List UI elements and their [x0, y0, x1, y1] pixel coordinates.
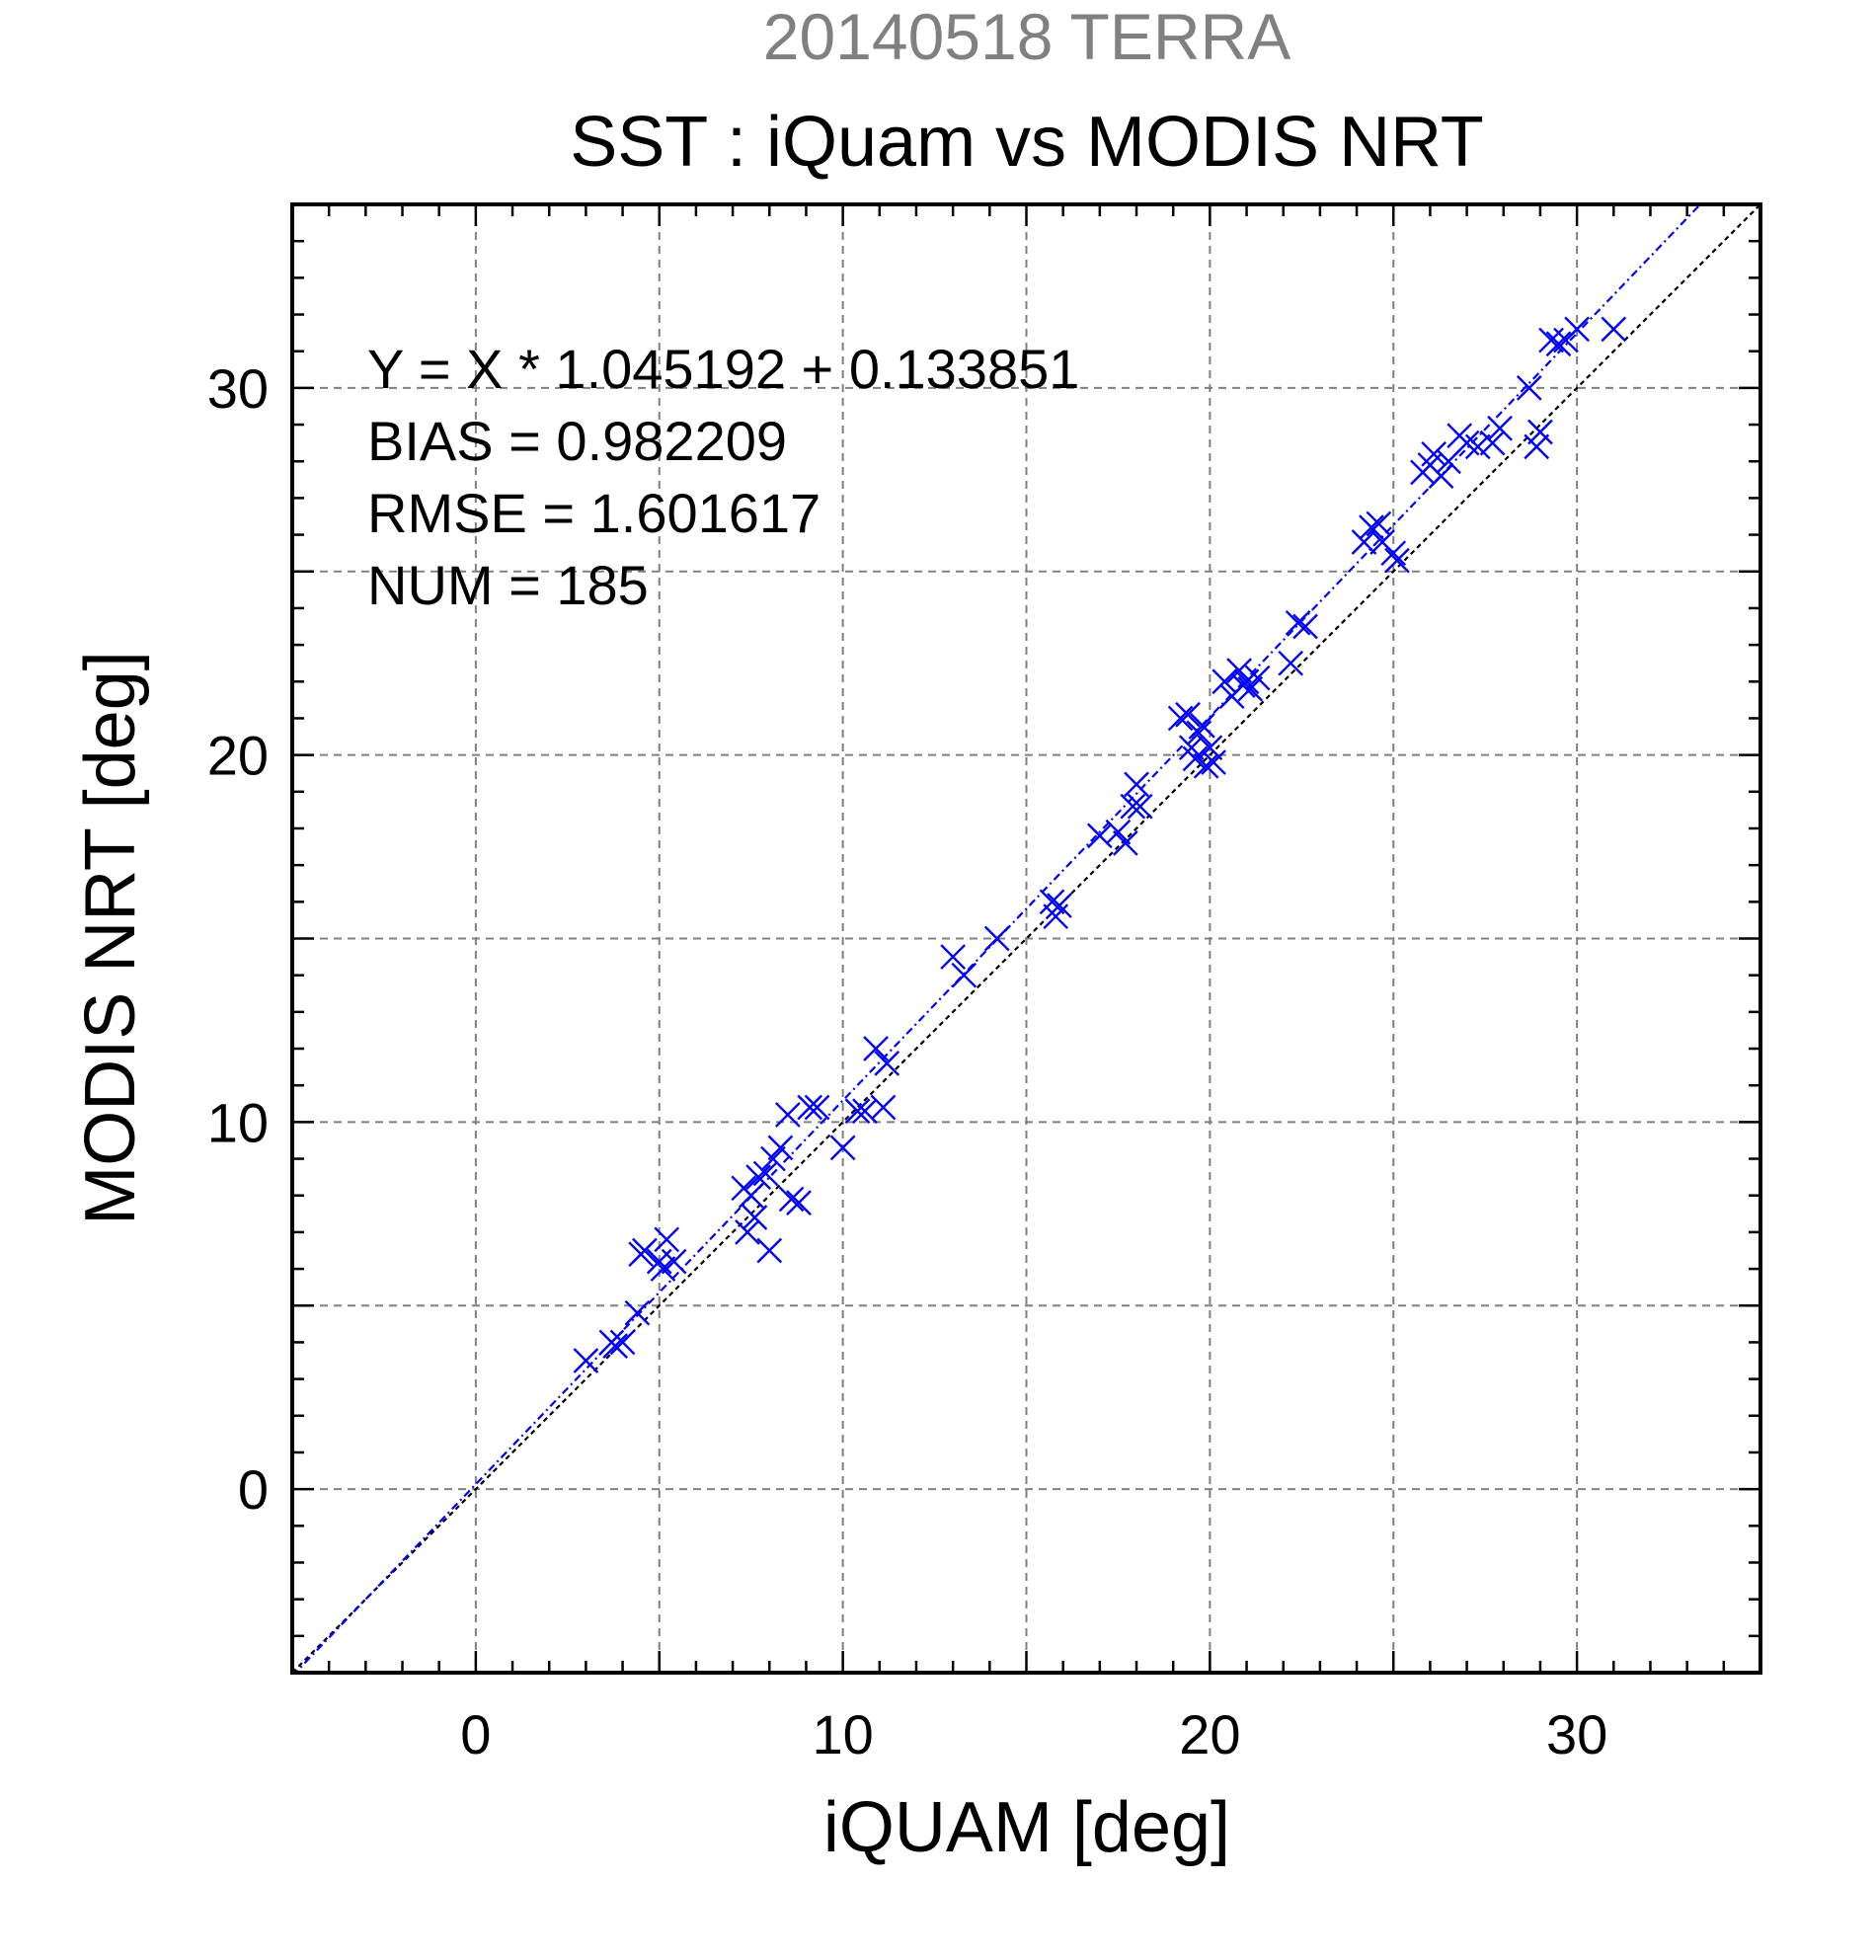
data-point [983, 925, 1010, 952]
data-point [738, 1182, 764, 1209]
data-point [874, 1051, 900, 1076]
data-point [650, 1256, 676, 1282]
data-point [1201, 749, 1226, 775]
data-point [775, 1102, 801, 1128]
data-point [1428, 463, 1454, 489]
y-tick-label: 20 [207, 725, 269, 787]
data-point [1167, 705, 1194, 732]
data-point [1120, 793, 1146, 820]
data-point [778, 1186, 805, 1213]
y-tick-label: 10 [207, 1091, 269, 1153]
data-point [1421, 440, 1446, 467]
data-point [624, 1299, 651, 1326]
data-point [940, 944, 966, 970]
data-point [1197, 735, 1223, 761]
data-point [1601, 316, 1627, 343]
data-point [1244, 665, 1271, 691]
fit-lines [292, 204, 1760, 1673]
x-tick-label: 20 [1179, 1703, 1240, 1765]
data-point [661, 1248, 687, 1275]
data-point [1545, 331, 1572, 357]
data-point [1384, 547, 1410, 574]
data-point [786, 1190, 812, 1216]
regression-line [293, 204, 1702, 1673]
data-point [1366, 510, 1392, 537]
data-point [1292, 613, 1318, 640]
data-point [760, 1145, 786, 1172]
data-point [1359, 514, 1384, 540]
data-point [1175, 701, 1201, 728]
data-point [735, 1219, 760, 1245]
data-point [1524, 433, 1550, 460]
data-points [573, 316, 1627, 1373]
data-point [951, 962, 977, 988]
stats-annotation: Y = X * 1.045192 + 0.133851 BIAS = 0.982… [367, 338, 1079, 616]
y-tick-labels: 0 10 20 30 [207, 357, 269, 1521]
data-point [1039, 889, 1065, 915]
data-point [602, 1333, 628, 1359]
data-point [1564, 316, 1590, 343]
grid-lines [292, 204, 1760, 1673]
data-point [1237, 675, 1264, 702]
data-point [1479, 430, 1506, 456]
data-point [1186, 720, 1212, 746]
rmse-value: RMSE = 1.601617 [367, 482, 821, 544]
data-point [752, 1160, 779, 1187]
x-tick-label: 0 [460, 1703, 491, 1765]
data-point [1487, 415, 1513, 441]
data-point [870, 1094, 897, 1121]
data-point [654, 1226, 680, 1253]
x-tick-label: 10 [812, 1703, 873, 1765]
data-point [863, 1036, 889, 1061]
y-tick-label: 0 [238, 1458, 269, 1521]
chart-title: SST : iQuam vs MODIS NRT [570, 103, 1484, 182]
data-point [1226, 658, 1252, 683]
data-point [844, 1098, 871, 1125]
data-point [1464, 433, 1491, 460]
x-tick-label: 30 [1546, 1703, 1607, 1765]
data-point [1047, 893, 1072, 918]
data-point [1127, 793, 1153, 820]
data-point [1105, 819, 1132, 845]
data-point [742, 1205, 768, 1230]
chart-subtitle: 20140518 TERRA [763, 0, 1290, 73]
data-point [804, 1094, 830, 1121]
num-value: NUM = 185 [367, 554, 649, 616]
x-tick-labels: 0 10 20 30 [460, 1703, 1607, 1765]
data-point [767, 1135, 794, 1161]
data-point [1278, 650, 1304, 676]
data-point [756, 1237, 783, 1264]
data-point [745, 1164, 771, 1190]
plot-frame [290, 202, 1762, 1675]
data-point [1516, 375, 1542, 401]
y-tick-label: 30 [207, 357, 269, 420]
data-point [1124, 771, 1149, 798]
data-point [1190, 713, 1215, 739]
regression-equation: Y = X * 1.045192 + 0.133851 [367, 338, 1079, 400]
data-point [1527, 419, 1553, 445]
y-axis-label: MODIS NRT [deg] [71, 651, 150, 1225]
data-point [1285, 609, 1311, 636]
bias-value: BIAS = 0.982209 [367, 410, 787, 472]
data-point [1351, 529, 1377, 555]
data-point [1380, 540, 1407, 567]
data-point [1087, 823, 1113, 849]
data-point [829, 1135, 856, 1161]
x-axis-label: iQUAM [deg] [823, 1788, 1230, 1867]
data-point [609, 1329, 636, 1356]
data-point [573, 1348, 599, 1373]
data-point [1113, 829, 1138, 856]
data-point [1538, 327, 1564, 353]
data-point [797, 1094, 823, 1121]
